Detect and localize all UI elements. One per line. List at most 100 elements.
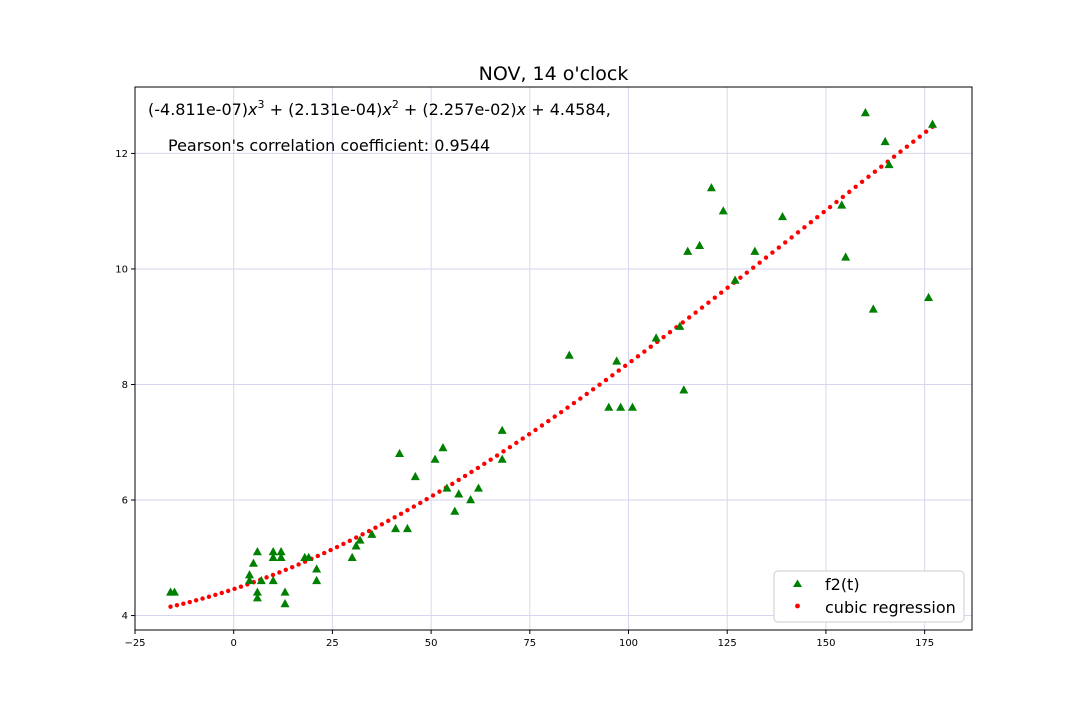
regression-point <box>872 169 878 174</box>
data-point <box>497 454 507 463</box>
data-point <box>450 506 460 515</box>
data-point <box>695 240 705 250</box>
regression-point <box>802 225 807 230</box>
regression-point <box>603 377 609 383</box>
regression-point <box>795 230 801 235</box>
data-point <box>837 200 847 209</box>
regression-point <box>719 290 724 295</box>
data-point <box>347 552 357 561</box>
regression-point <box>757 260 762 265</box>
regression-point <box>168 604 173 609</box>
regression-point <box>174 602 180 608</box>
y-tick-label: 4 <box>122 611 128 622</box>
regression-point <box>642 349 647 354</box>
regression-point <box>827 204 833 210</box>
equation-var-x1: x <box>516 100 527 119</box>
data-point <box>248 558 258 567</box>
data-point <box>604 402 614 411</box>
x-tick-label: 75 <box>523 638 536 649</box>
regression-point <box>853 184 858 190</box>
data-point <box>312 575 322 585</box>
x-tick-label: −25 <box>124 638 145 649</box>
regression-point <box>834 199 839 205</box>
regression-point <box>264 575 269 580</box>
regression-point <box>270 572 276 578</box>
legend-marker-dot <box>795 603 800 609</box>
regression-point <box>751 265 756 270</box>
regression-point <box>546 418 551 424</box>
regression-point <box>475 465 481 471</box>
regression-point <box>520 436 525 441</box>
regression-point <box>411 504 417 509</box>
regression-point <box>341 541 346 547</box>
regression-point <box>507 444 513 450</box>
y-tick-label: 12 <box>115 149 128 160</box>
data-series <box>166 107 938 608</box>
regression-point <box>904 144 910 149</box>
regression-point <box>661 334 666 340</box>
regression-point <box>386 518 391 524</box>
regression-point <box>277 570 282 575</box>
x-tick-label: 100 <box>619 638 638 649</box>
regression-point <box>354 535 359 540</box>
regression-point <box>840 194 846 200</box>
x-tick-label: 125 <box>718 638 737 649</box>
equation-coef-3: (-4.811e-07) <box>148 100 248 119</box>
data-point <box>860 107 870 117</box>
plot-frame <box>134 86 973 631</box>
regression-point <box>366 528 372 534</box>
regression-point <box>482 461 487 467</box>
regression-point <box>917 134 922 139</box>
equation-coef-2: + (2.131e-04) <box>265 100 383 119</box>
regression-point <box>405 508 410 513</box>
plot-background <box>135 87 972 630</box>
legend-label-cubic: cubic regression <box>825 598 956 617</box>
regression-equation: (-4.811e-07)x3 + (2.131e-04)x2 + (2.257e… <box>148 98 611 119</box>
data-point <box>280 599 290 608</box>
data-point <box>564 350 574 359</box>
equation-var-x2: x <box>381 100 392 119</box>
data-point <box>750 246 760 255</box>
regression-point <box>629 358 634 364</box>
data-point <box>442 483 452 492</box>
data-point <box>777 211 787 221</box>
data-point <box>473 483 483 492</box>
data-point <box>612 356 622 365</box>
regression-point <box>283 567 288 572</box>
regression-point <box>328 547 333 553</box>
regression-point <box>219 590 224 596</box>
regression-point <box>584 391 589 397</box>
regression-point <box>667 329 673 335</box>
regression-point <box>879 164 884 169</box>
regression-series <box>168 124 935 609</box>
legend: f2(t) cubic regression <box>773 570 965 623</box>
data-point <box>497 425 507 434</box>
regression-point <box>238 584 244 589</box>
data-point <box>280 587 290 596</box>
legend-label-f2: f2(t) <box>825 575 860 594</box>
equation-const: + 4.4584, <box>526 100 611 119</box>
regression-point <box>232 586 237 591</box>
data-point <box>256 575 266 585</box>
data-point <box>730 275 740 284</box>
data-point <box>391 523 401 533</box>
regression-point <box>379 522 385 527</box>
regression-point <box>815 214 820 220</box>
regression-point <box>738 275 743 280</box>
regression-point <box>770 250 775 255</box>
data-point <box>268 575 278 585</box>
regression-point <box>213 592 218 598</box>
regression-point <box>847 189 852 195</box>
data-point <box>683 246 693 255</box>
regression-point <box>322 550 327 556</box>
data-point <box>675 321 685 330</box>
data-point <box>651 333 661 342</box>
regression-point <box>501 449 506 454</box>
regression-point <box>450 481 455 487</box>
data-point <box>252 547 262 556</box>
regression-point <box>360 532 365 537</box>
data-point <box>438 443 448 452</box>
data-point <box>718 206 728 215</box>
data-point <box>616 402 626 411</box>
regression-point <box>418 500 423 506</box>
